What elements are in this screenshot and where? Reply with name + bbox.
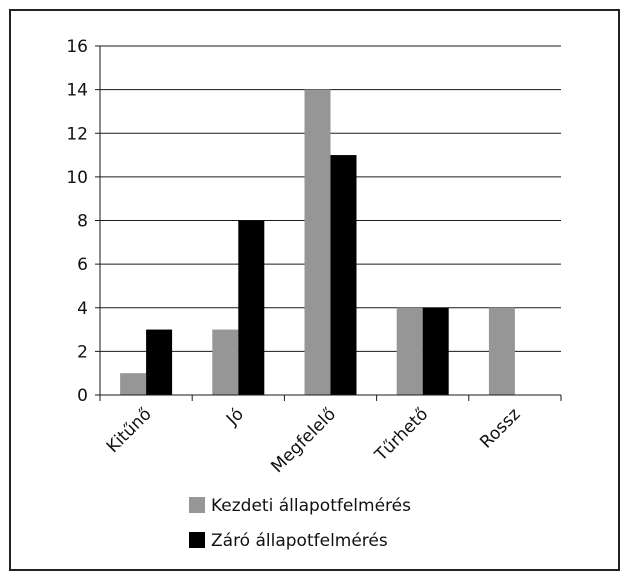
y-tick-label: 16 xyxy=(66,37,88,57)
bar-zaro-0 xyxy=(146,329,173,395)
x-tick-label: Tűrhető xyxy=(371,404,433,466)
bar-zaro-3 xyxy=(422,307,449,395)
y-tick-label: 8 xyxy=(77,212,88,232)
axes xyxy=(95,45,562,401)
bar-zaro-1 xyxy=(238,220,265,395)
bar-group xyxy=(120,89,515,395)
bar-kezdeti-1 xyxy=(212,329,239,395)
bar-zaro-2 xyxy=(330,155,357,395)
legend: Kezdeti állapotfelmérés Záró állapotfelmé… xyxy=(189,496,411,551)
x-tick-labels: Kitűnő Jó Megfelelő Tűrhető Rossz xyxy=(103,404,525,477)
legend-label-zaro: Záró állapotfelmérés xyxy=(211,531,388,551)
y-tick-label: 2 xyxy=(77,342,88,362)
bar-kezdeti-0 xyxy=(120,373,147,395)
bar-chart: 0 2 4 6 8 10 12 14 16 Kitűnő Jó Megfelelő Tűrhető Ro… xyxy=(66,37,562,551)
y-tick-label: 6 xyxy=(77,255,88,275)
x-tick-label: Jó xyxy=(222,404,248,430)
chart-frame: 0 2 4 6 8 10 12 14 16 Kitűnő Jó Megfelelő Tűrhető Ro… xyxy=(9,9,620,571)
x-tick-label: Kitűnő xyxy=(103,404,156,457)
y-tick-label: 12 xyxy=(66,124,88,144)
bar-kezdeti-2 xyxy=(304,89,331,395)
bar-kezdeti-4 xyxy=(488,307,515,395)
y-tick-label: 10 xyxy=(66,168,88,188)
legend-swatch-zaro xyxy=(189,532,205,548)
legend-label-kezdeti: Kezdeti állapotfelmérés xyxy=(211,496,411,516)
y-tick-label: 4 xyxy=(77,299,88,319)
y-tick-label: 14 xyxy=(66,81,88,101)
y-tick-labels: 0 2 4 6 8 10 12 14 16 xyxy=(66,37,88,406)
legend-swatch-kezdeti xyxy=(189,497,205,513)
y-tick-label: 0 xyxy=(77,386,88,406)
x-tick-label: Megfelelő xyxy=(267,404,340,477)
bar-kezdeti-3 xyxy=(396,307,423,395)
x-tick-label: Rossz xyxy=(476,404,524,452)
